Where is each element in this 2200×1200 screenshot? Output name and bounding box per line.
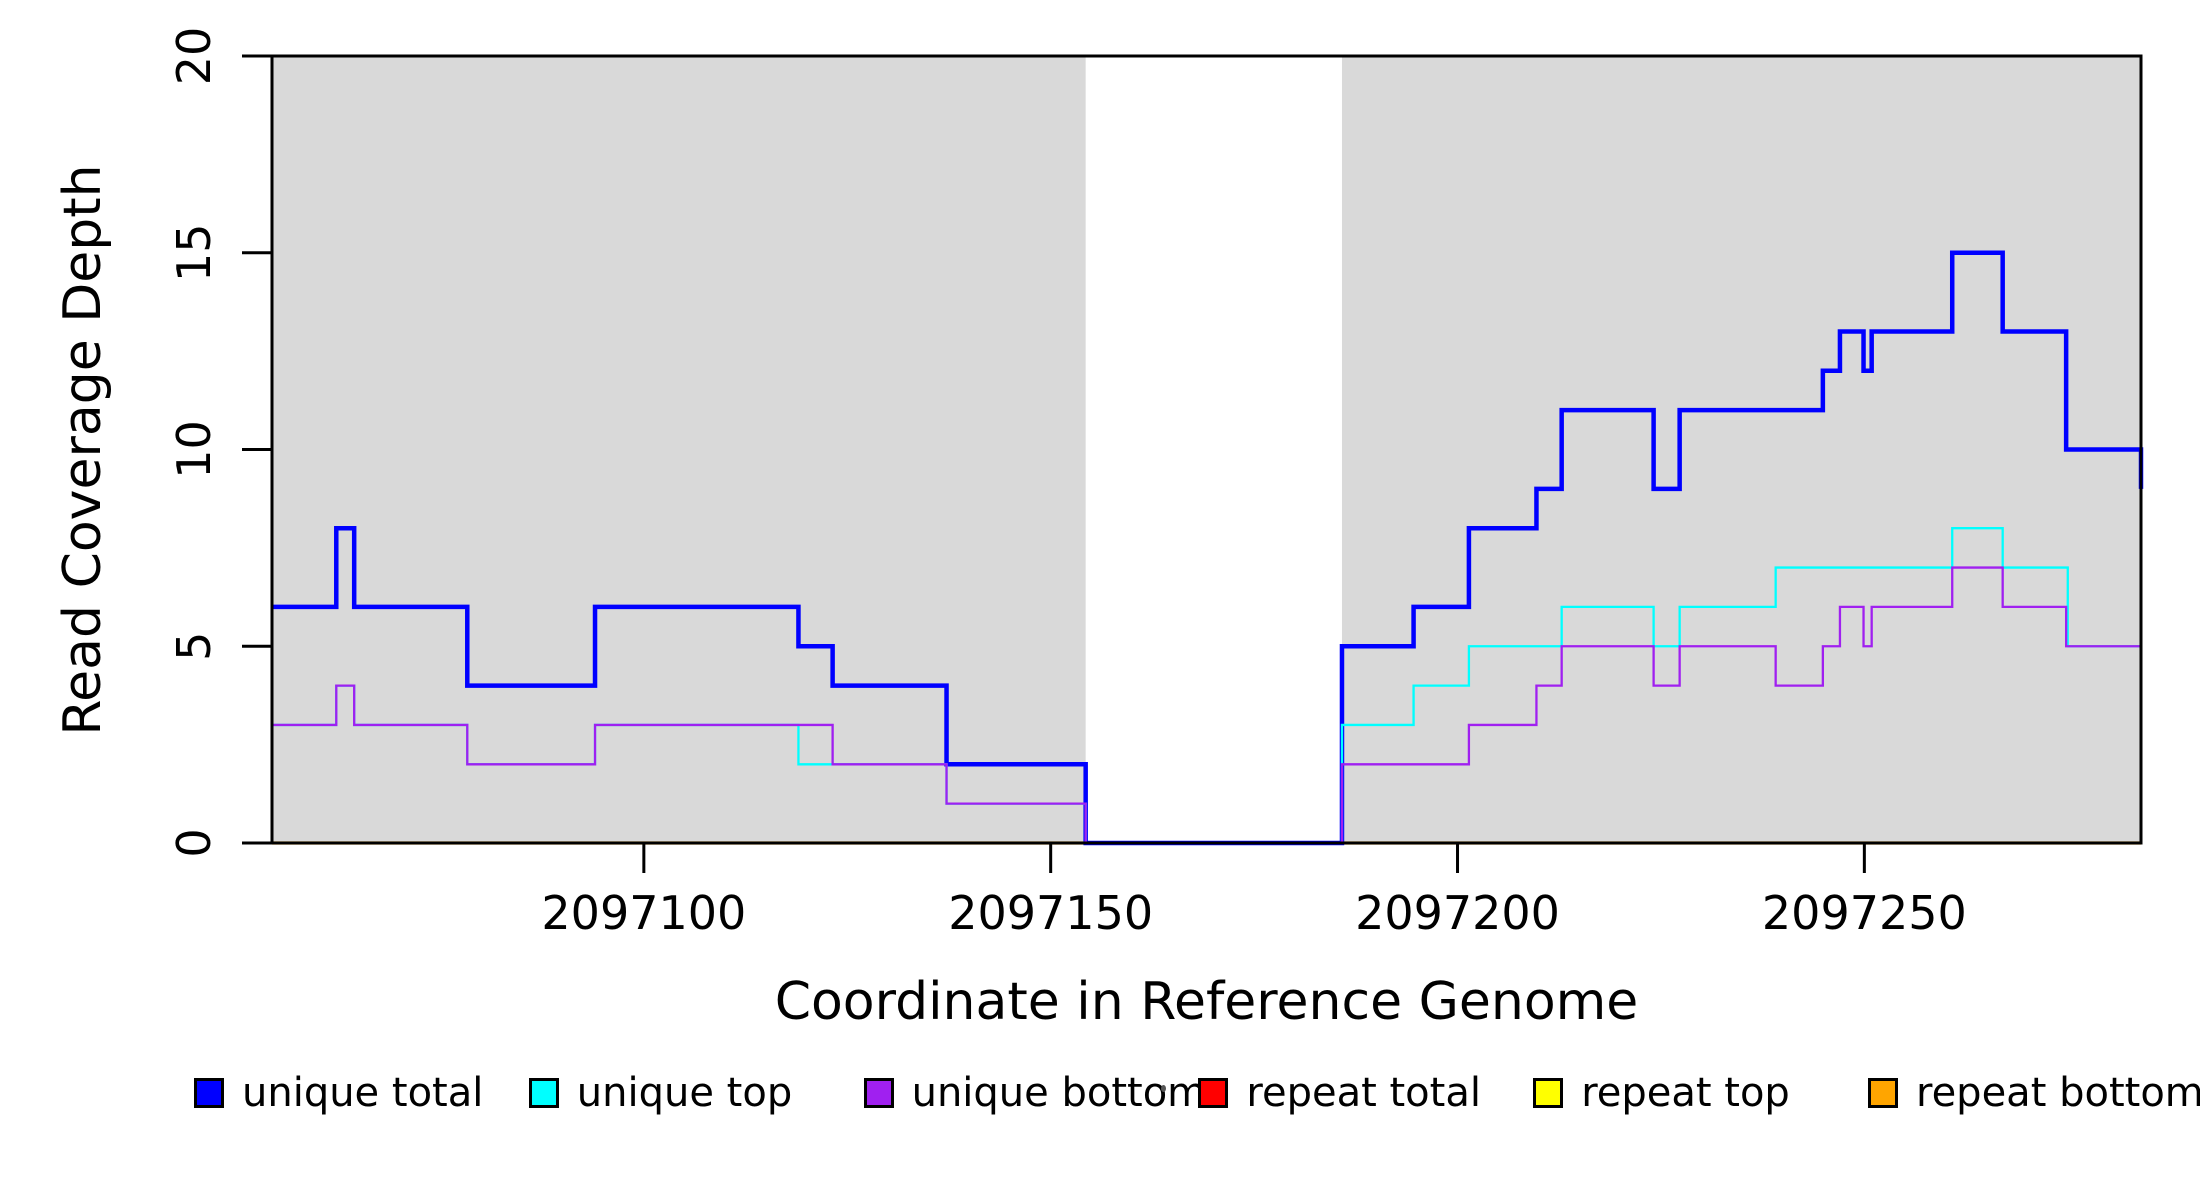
legend-item-unique-bottom: unique bottom (863, 1068, 1207, 1118)
legend-label-repeat-total: repeat total (1246, 1070, 1481, 1116)
series-unique-total (272, 250, 2144, 846)
y-tick-label: 20 (167, 27, 221, 86)
legend-item-repeat-total: repeat total (1198, 1068, 1481, 1118)
legend-swatch-unique-bottom (863, 1078, 894, 1108)
legend-swatch-repeat-top (1533, 1078, 1564, 1108)
legend-swatch-unique-total (194, 1078, 224, 1108)
legend-item-repeat-top: repeat top (1533, 1068, 1790, 1118)
x-tick-label: 2097150 (948, 886, 1153, 940)
mapped-region-left (272, 56, 1086, 843)
legend-swatch-repeat-bottom (1868, 1078, 1898, 1108)
y-tick-label: 0 (167, 828, 221, 857)
x-tick-label: 2097200 (1355, 886, 1560, 940)
legend-item-unique-total: unique total (194, 1068, 483, 1118)
legend-item-unique-top: unique top (528, 1068, 793, 1118)
mapped-region-right (1341, 56, 2141, 843)
legend-item-repeat-bottom: repeat bottom (1868, 1068, 2200, 1118)
x-tick-label: 2097250 (1762, 886, 1967, 940)
legend-swatch-repeat-total (1198, 1078, 1229, 1108)
y-tick-label: 15 (167, 223, 221, 282)
series-unique-bottom (272, 566, 2141, 845)
stray-mark (1161, 1085, 1166, 1092)
y-tick-label: 10 (167, 420, 221, 479)
y-tick-label: 5 (167, 632, 221, 661)
legend-label-repeat-bottom: repeat bottom (1916, 1070, 2200, 1116)
y-axis-title: Read Coverage Depth (53, 164, 113, 736)
legend-label-unique-total: unique total (242, 1070, 484, 1116)
legend-label-unique-top: unique top (576, 1070, 793, 1116)
x-axis-title: Coordinate in Reference Genome (774, 972, 1639, 1032)
x-tick-label: 2097100 (541, 886, 746, 940)
legend-label-repeat-top: repeat top (1581, 1070, 1790, 1116)
legend-swatch-unique-top (528, 1078, 559, 1108)
legend-label-unique-bottom: unique bottom (911, 1070, 1207, 1116)
